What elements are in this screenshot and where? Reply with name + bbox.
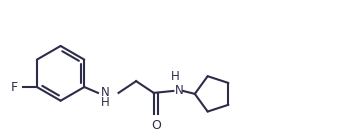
Text: N: N bbox=[101, 86, 110, 99]
Text: H: H bbox=[171, 70, 180, 83]
Text: O: O bbox=[151, 119, 161, 132]
Text: N: N bbox=[175, 84, 184, 97]
Text: H: H bbox=[101, 96, 110, 109]
Text: F: F bbox=[11, 81, 18, 94]
